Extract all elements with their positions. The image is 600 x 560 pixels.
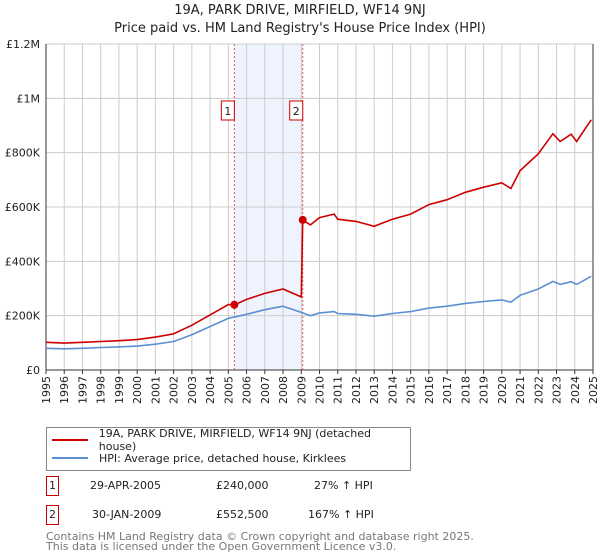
sale-point xyxy=(298,215,307,224)
series-line-property xyxy=(45,119,592,344)
x-tick-label: 2000 xyxy=(131,376,144,404)
x-tick-label: 2016 xyxy=(423,376,436,404)
sale-date: 29-APR-2005 xyxy=(90,479,162,492)
sale-price: £552,500 xyxy=(216,508,269,521)
x-tick-label: 2023 xyxy=(551,376,564,404)
x-tick-label: 2018 xyxy=(459,376,472,404)
y-tick-label: £800K xyxy=(5,147,41,160)
x-tick-label: 2009 xyxy=(295,376,308,404)
chart-title: 19A, PARK DRIVE, MIRFIELD, WF14 9NJ xyxy=(174,3,426,18)
legend: 19A, PARK DRIVE, MIRFIELD, WF14 9NJ (det… xyxy=(46,427,411,471)
x-tick-label: 2004 xyxy=(204,376,217,404)
footer-line-2: This data is licensed under the Open Gov… xyxy=(46,540,397,553)
x-tick-label: 2013 xyxy=(368,376,381,404)
x-tick-label: 1998 xyxy=(95,376,108,404)
x-tick-label: 2003 xyxy=(186,376,199,404)
x-tick-label: 2019 xyxy=(478,376,491,404)
x-tick-label: 2017 xyxy=(441,376,454,404)
x-tick-label: 2015 xyxy=(405,376,418,404)
sale-point xyxy=(230,300,239,309)
series-line-hpi xyxy=(45,275,592,350)
x-tick-label: 2012 xyxy=(350,376,363,404)
sale-badge: 1 xyxy=(46,476,59,496)
x-tick-label: 2022 xyxy=(532,376,545,404)
x-tick-label: 2002 xyxy=(168,376,181,404)
sale-badge: 2 xyxy=(46,505,59,525)
sale-price: £240,000 xyxy=(216,479,269,492)
sale-date: 30-JAN-2009 xyxy=(92,508,162,521)
x-tick-label: 2025 xyxy=(587,376,600,404)
x-tick-label: 2011 xyxy=(332,376,345,404)
legend-label-property: 19A, PARK DRIVE, MIRFIELD, WF14 9NJ (det… xyxy=(98,427,371,453)
sale-hpi-change: 167% ↑ HPI xyxy=(308,508,374,521)
x-tick-label: 2014 xyxy=(386,376,399,404)
sale-row-2: 2 30-JAN-2009 £552,500 167% ↑ HPI xyxy=(46,505,446,525)
legend-item-hpi: HPI: Average price, detached house, Kirk… xyxy=(52,450,346,466)
x-tick-label: 2005 xyxy=(222,376,235,404)
sale-marker-box xyxy=(289,100,304,121)
chart-subtitle: Price paid vs. HM Land Registry's House … xyxy=(114,21,486,36)
sale-marker-label: 2 xyxy=(293,105,300,118)
y-tick-label: £600K xyxy=(5,201,41,214)
y-tick-label: £0 xyxy=(26,364,40,377)
sale-hpi-change: 27% ↑ HPI xyxy=(314,479,373,492)
legend-swatch-hpi xyxy=(52,457,88,459)
legend-label-hpi: HPI: Average price, detached house, Kirk… xyxy=(99,451,347,465)
legend-swatch-property xyxy=(52,439,88,441)
footer: Contains HM Land Registry data © Crown c… xyxy=(46,530,474,553)
sale-row-1: 1 29-APR-2005 £240,000 27% ↑ HPI xyxy=(46,476,446,496)
y-tick-label: £200K xyxy=(5,310,41,323)
footer-line-1: Contains HM Land Registry data © Crown c… xyxy=(46,530,474,543)
sale-marker-box xyxy=(220,100,235,121)
x-tick-label: 1995 xyxy=(40,376,53,404)
x-tick-label: 2007 xyxy=(259,376,272,404)
y-tick-label: £1.2M xyxy=(6,38,40,51)
x-tick-label: 1997 xyxy=(76,376,89,404)
x-tick-label: 2001 xyxy=(149,376,162,404)
x-tick-label: 1996 xyxy=(58,376,71,404)
x-tick-label: 2008 xyxy=(277,376,290,404)
legend-item-property: 19A, PARK DRIVE, MIRFIELD, WF14 9NJ (det… xyxy=(52,427,410,453)
x-tick-label: 1999 xyxy=(113,376,126,404)
x-tick-label: 2010 xyxy=(314,376,327,404)
y-tick-label: £400K xyxy=(5,255,41,268)
plot-area: 1995 1996 1997 1998 1999 2000 2001 2002 2003 2004… xyxy=(5,38,600,404)
x-tick-label: 2024 xyxy=(569,376,582,404)
x-tick-label: 2020 xyxy=(496,376,509,404)
sale-marker-label: 1 xyxy=(224,105,231,118)
x-tick-label: 2006 xyxy=(241,376,254,404)
x-tick-label: 2021 xyxy=(514,376,527,404)
y-tick-label: £1M xyxy=(17,92,41,105)
